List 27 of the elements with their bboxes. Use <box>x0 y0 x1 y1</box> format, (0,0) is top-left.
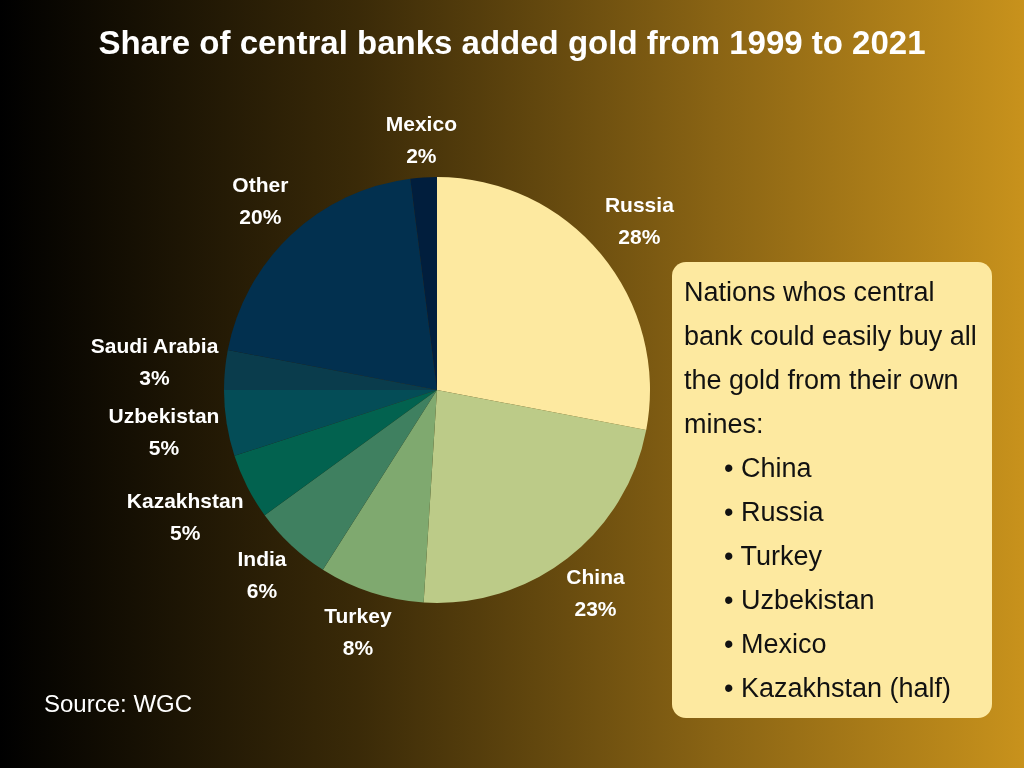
data-label: 5% <box>170 521 201 545</box>
slice-label: Uzbekistan <box>108 404 220 428</box>
text: Nations whos central bank could easily buy all the gold from their own mines: <box>684 276 978 441</box>
data-label: 28% <box>618 225 661 249</box>
data-label: 5% <box>148 436 180 460</box>
data-label: 3% <box>139 366 171 390</box>
slice-label: Kazakhstan <box>126 489 244 513</box>
text: • Uzbekistan <box>724 584 876 617</box>
slice-label: Other <box>232 172 289 196</box>
data-label: 23% <box>574 597 617 621</box>
text: • Kazakhstan (half) <box>724 672 953 705</box>
chart-title: Share of central banks added gold from 1999 to 2021 <box>97 24 927 62</box>
data-label: 6% <box>246 579 278 603</box>
slice-label: India <box>237 547 287 571</box>
slice-label: China <box>566 565 625 589</box>
source-note: Source: WGC <box>44 690 193 718</box>
slice-label: Mexico <box>385 112 457 136</box>
slice-label: Turkey <box>324 604 392 628</box>
text: • Mexico <box>724 628 828 661</box>
data-label: 20% <box>239 204 282 228</box>
slice-label: Russia <box>604 193 675 217</box>
slice-label: Saudi Arabia <box>90 334 219 358</box>
data-label: 2% <box>406 144 437 168</box>
text: • Turkey <box>724 540 823 573</box>
text: • China <box>724 452 813 485</box>
text: • Russia <box>724 496 825 529</box>
data-label: 8% <box>342 636 374 660</box>
